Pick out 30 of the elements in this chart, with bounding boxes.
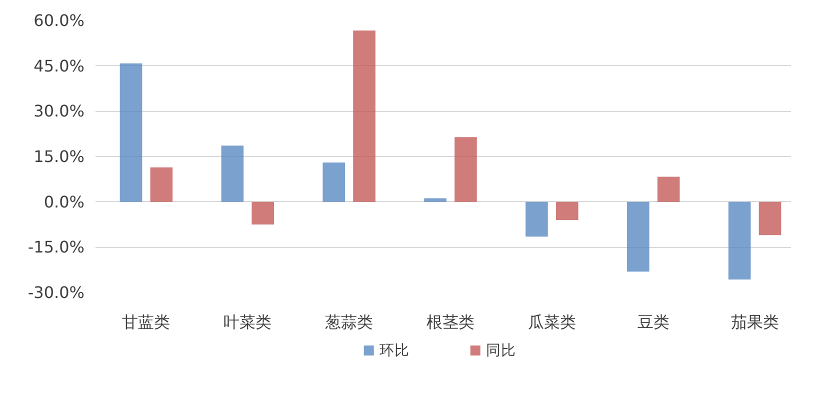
bar (150, 167, 173, 202)
y-tick-label: -30.0% (28, 283, 85, 302)
y-tick-label: 60.0% (34, 11, 84, 30)
bar (657, 176, 680, 202)
y-tick-label: 15.0% (34, 147, 84, 166)
y-tick-label: -15.0% (28, 238, 85, 257)
legend-label: 同比 (486, 342, 516, 359)
x-tick-label: 豆类 (637, 312, 670, 332)
y-tick-label: 30.0% (34, 102, 84, 121)
y-tick-label: 0.0% (44, 192, 85, 212)
x-tick-label: 叶菜类 (224, 312, 272, 332)
bar (252, 202, 274, 224)
bar (120, 63, 142, 202)
bar (353, 30, 376, 202)
y-tick-label: 45.0% (34, 56, 84, 76)
bar (758, 202, 782, 236)
legend-label: 环比 (380, 342, 410, 359)
bar (424, 198, 446, 202)
x-tick-label: 茄果类 (730, 312, 779, 332)
x-tick-label: 根茎类 (426, 312, 474, 332)
bar (526, 202, 548, 237)
x-tick-label: 瓜菜类 (528, 312, 576, 332)
x-tick-label: 甘蓝类 (122, 312, 170, 332)
bar (322, 162, 346, 202)
bar (626, 202, 650, 272)
bar (556, 202, 578, 220)
bar (454, 137, 477, 202)
bar (728, 202, 751, 280)
x-tick-label: 葱蒜类 (325, 312, 374, 332)
bar (221, 146, 244, 202)
